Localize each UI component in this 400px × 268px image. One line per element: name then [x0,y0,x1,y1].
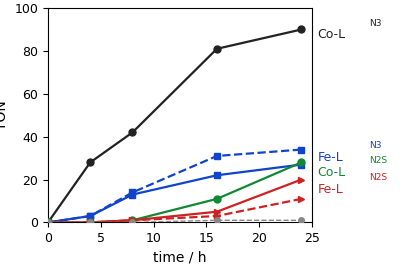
Text: Fe-L: Fe-L [317,183,343,196]
Text: Fe-L: Fe-L [317,151,343,163]
Text: N2S: N2S [369,156,387,165]
Text: N3: N3 [369,18,381,28]
Text: N3: N3 [369,141,381,150]
Text: Co-L: Co-L [317,28,346,41]
X-axis label: time / h: time / h [153,251,207,265]
Text: Co-L: Co-L [317,166,346,178]
Text: N2S: N2S [369,173,387,182]
Y-axis label: TON: TON [0,100,9,130]
